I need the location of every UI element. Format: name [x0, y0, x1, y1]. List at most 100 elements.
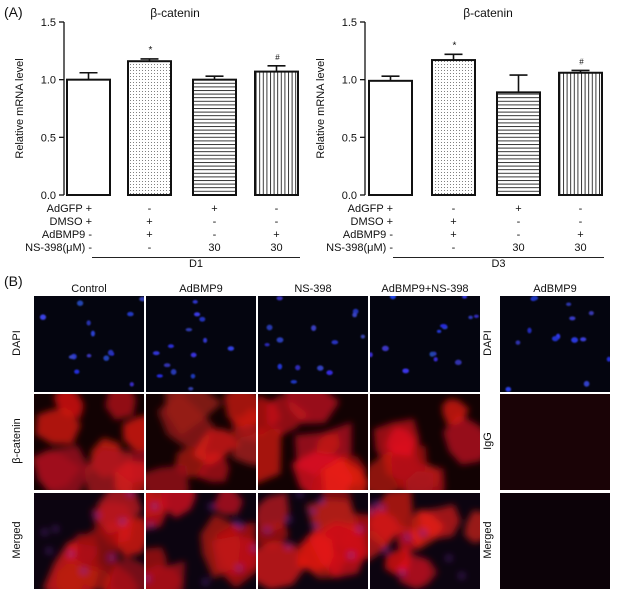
significance-mark: * [453, 40, 457, 51]
condition-label: NS-398(μM) - [326, 242, 393, 254]
day-group-line [393, 257, 604, 258]
y-tick-label: 1.5 [342, 17, 357, 29]
condition-value: - [516, 216, 521, 228]
y-tick-label: 0.0 [41, 190, 56, 202]
micrograph-red [370, 394, 480, 490]
condition-value: + [450, 216, 457, 228]
condition-value: + [273, 229, 280, 241]
condition-value: - [147, 203, 152, 215]
bar-chart-d1: β-catenin Relative mRNA level 0.0 0.5 1.0 1.5… [0, 0, 311, 205]
y-tick-label: 0.5 [342, 132, 357, 144]
chart-svg: β-catenin Relative mRNA level 0.0 0.5 1.0 1.5… [14, 6, 299, 202]
row-label: Merged [11, 521, 23, 559]
condition-value: - [451, 242, 456, 254]
y-tick-label: 1.0 [41, 75, 56, 87]
micrograph-red [146, 394, 256, 490]
condition-row: AdGFP + - + - [311, 203, 623, 216]
condition-row: NS-398(μM) - - 30 30 [0, 242, 311, 255]
day-label: D1 [188, 258, 204, 270]
micrograph-red [258, 394, 368, 490]
condition-label: AdBMP9 - [342, 229, 393, 241]
condition-value: 30 [270, 242, 283, 254]
row-label: DAPI [11, 330, 23, 356]
micrograph-merged [146, 493, 256, 589]
bar [431, 59, 476, 197]
condition-value: + [146, 216, 153, 228]
micrograph-merged [370, 493, 480, 589]
column-header: NS-398 [294, 283, 332, 295]
significance-mark: # [579, 57, 584, 66]
condition-value: - [212, 216, 217, 228]
condition-label: AdGFP + [347, 203, 393, 215]
column-header: AdBMP9 [179, 283, 223, 295]
condition-row: AdBMP9 - + - + [311, 229, 623, 242]
condition-row: NS-398(μM) - - 30 30 [311, 242, 623, 255]
day-group-line [92, 257, 300, 258]
significance-mark: # [275, 53, 280, 62]
condition-value: - [274, 216, 279, 228]
micrograph-merged [258, 493, 368, 589]
micrograph-dapi [370, 296, 480, 392]
condition-row: AdGFP + - + - [0, 203, 311, 216]
chart-title: β-catenin [463, 6, 513, 20]
chart-svg: β-catenin Relative mRNA level 0.0 0.5 1.0 1.5… [315, 6, 603, 202]
condition-value: + [515, 203, 522, 215]
condition-value: - [516, 229, 521, 241]
condition-value: - [212, 229, 217, 241]
condition-label: AdGFP + [46, 203, 92, 215]
y-tick-label: 0.0 [342, 190, 357, 202]
condition-label: DMSO + [49, 216, 92, 228]
condition-value: - [147, 242, 152, 254]
bar [127, 60, 172, 196]
row-label: Merged [482, 521, 494, 559]
condition-row: AdBMP9 - + - + [0, 229, 311, 242]
column-header: Control [71, 283, 107, 295]
condition-row: DMSO + + - - [311, 216, 623, 229]
bar [254, 70, 299, 196]
micrograph-red [34, 394, 144, 490]
y-axis-label: Relative mRNA level [315, 58, 327, 158]
condition-value: - [451, 203, 456, 215]
condition-table-d3: AdGFP + - + - DMSO + + - - AdBMP9 - + - + NS-398(μM)… [311, 203, 623, 271]
bar [558, 71, 603, 196]
micrograph-merged [34, 493, 144, 589]
panel-b-label: (B) [4, 273, 23, 289]
condition-row: DMSO + + - - [0, 216, 311, 229]
micrograph-dapi [34, 296, 144, 392]
condition-value: + [577, 229, 584, 241]
bar [192, 78, 237, 196]
condition-value: - [274, 203, 279, 215]
condition-label: AdBMP9 - [41, 229, 92, 241]
chart-title: β-catenin [150, 6, 200, 20]
y-tick-label: 1.5 [41, 17, 56, 29]
condition-value: - [578, 216, 583, 228]
micrograph-dapi [500, 296, 610, 392]
column-header: AdBMP9+NS-398 [381, 283, 469, 295]
column-header: AdBMP9 [533, 283, 577, 295]
condition-value: 30 [208, 242, 221, 254]
micrograph-dapi [146, 296, 256, 392]
condition-table-d1: AdGFP + - + - DMSO + + - - AdBMP9 - + - + NS-398(μM)… [0, 203, 311, 271]
row-label: DAPI [482, 330, 494, 356]
condition-value: + [146, 229, 153, 241]
bar-chart-d3: β-catenin Relative mRNA level 0.0 0.5 1.0 1.5… [311, 0, 623, 205]
micrograph-merged-dark [500, 493, 610, 589]
condition-value: + [450, 229, 457, 241]
day-label: D3 [491, 258, 506, 270]
row-label: β-catenin [11, 418, 23, 464]
significance-mark: * [149, 45, 153, 56]
condition-label: DMSO + [350, 216, 393, 228]
y-tick-label: 0.5 [41, 132, 56, 144]
panel-a-label: (A) [4, 4, 23, 20]
condition-value: 30 [574, 242, 587, 254]
y-tick-label: 1.0 [342, 75, 357, 87]
bar [496, 91, 541, 196]
bar [368, 79, 413, 196]
condition-value: + [211, 203, 218, 215]
condition-label: NS-398(μM) - [25, 242, 92, 254]
y-axis-label: Relative mRNA level [14, 58, 26, 158]
condition-value: 30 [512, 242, 525, 254]
micrograph-dapi [258, 296, 368, 392]
bar [66, 78, 111, 196]
